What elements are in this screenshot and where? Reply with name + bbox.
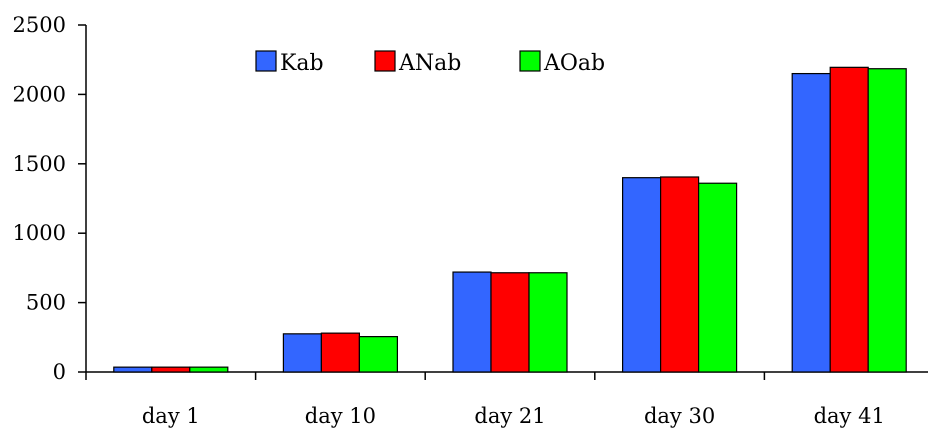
bar-anab	[829, 66, 869, 373]
bar-kab	[791, 72, 831, 373]
legend-swatch-anab	[374, 50, 396, 72]
bar-aoab	[528, 272, 568, 373]
bar-kab	[621, 177, 662, 373]
legend-label-kab: Kab	[280, 51, 324, 76]
legend-swatch-aoab	[519, 50, 541, 72]
x-category-label: day 30	[644, 404, 715, 428]
bar-kab	[282, 333, 322, 373]
y-tick-label: 500	[26, 291, 66, 315]
bar-aoab	[697, 182, 738, 373]
y-tick-label: 1000	[13, 221, 66, 245]
legend: Kab ANab AOab	[255, 50, 605, 76]
bars	[113, 66, 907, 373]
legend-swatch-kab	[255, 50, 277, 72]
x-category-label: day 1	[142, 404, 200, 428]
bar-aoab	[867, 68, 907, 373]
bar-aoab	[358, 336, 398, 373]
bar-kab	[113, 366, 153, 373]
bar-anab	[659, 176, 700, 373]
y-tick-label: 1500	[13, 152, 66, 176]
bar-kab	[452, 271, 492, 373]
legend-label-anab: ANab	[398, 51, 461, 76]
y-tick-label: 0	[53, 360, 66, 384]
bar-anab	[320, 332, 360, 373]
y-axis: 0 500 1000 1500 2000 2500	[13, 13, 87, 384]
y-tick-label: 2500	[13, 13, 66, 37]
x-category-label: day 41	[814, 404, 885, 428]
bar-anab	[490, 272, 530, 373]
x-category-label: day 21	[474, 404, 545, 428]
y-tick-label: 2000	[13, 82, 66, 106]
legend-label-aoab: AOab	[543, 51, 605, 76]
bar-aoab	[189, 366, 229, 373]
bar-anab	[151, 366, 191, 373]
x-category-label: day 10	[305, 404, 376, 428]
x-axis: day 1 day 10 day 21 day 30 day 41	[85, 371, 928, 428]
